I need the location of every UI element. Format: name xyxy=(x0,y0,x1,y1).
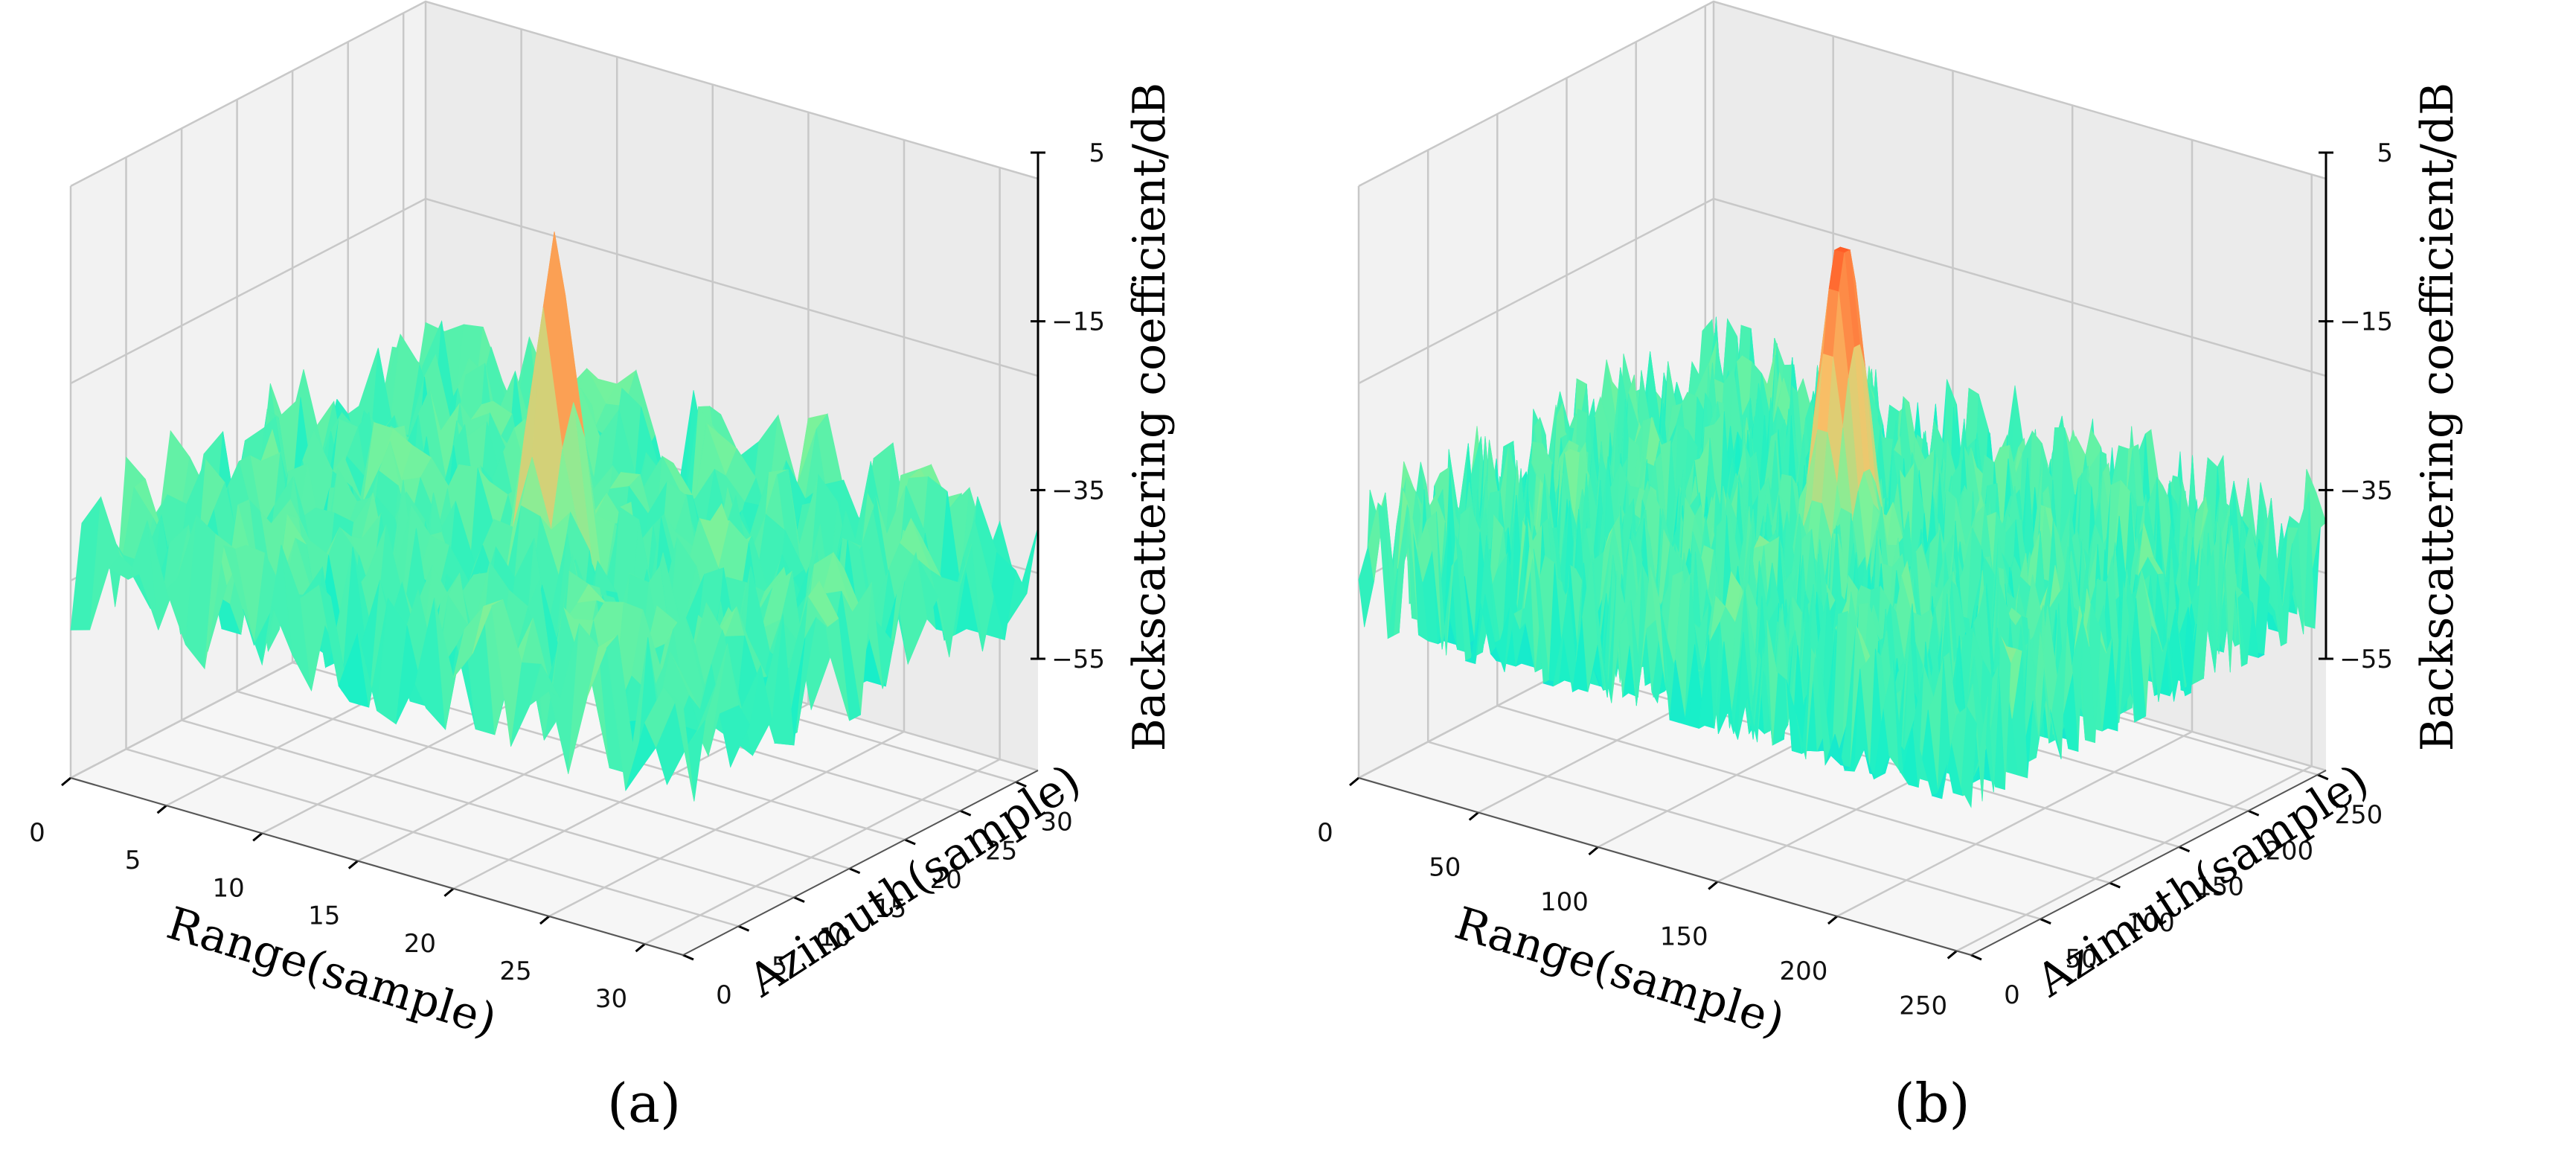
x-tick xyxy=(61,776,71,787)
x-tick-label: 10 xyxy=(213,873,245,903)
y-tick xyxy=(793,896,805,903)
z-tick-label: −15 xyxy=(1051,307,1105,337)
x-tick-label: 25 xyxy=(499,957,531,986)
x-axis-line xyxy=(70,777,684,956)
x-tick-label: 15 xyxy=(308,901,340,931)
y-tick xyxy=(737,925,750,932)
grid-line-z xyxy=(1358,197,2327,385)
chart-panel-a: 5 −15 −35 −55 0 5 10 15 20 25 30 0 5 10 15 20 25 30 Ran… xyxy=(29,0,1176,1134)
y-tick-label: 0 xyxy=(716,980,732,1010)
x-tick xyxy=(443,887,455,897)
y-tick-label: 25 xyxy=(985,836,1017,866)
x-tick-label: 5 xyxy=(125,846,141,875)
surface-facet xyxy=(663,686,695,802)
y-tick-label: 30 xyxy=(1041,808,1073,837)
x-tick xyxy=(539,915,550,925)
chart-panel-b: 5 −15 −35 −55 0 50 100 150 200 250 0 50 100 150 200 2… xyxy=(1288,0,2576,1159)
x-tick xyxy=(635,942,646,953)
panel-caption: (a) xyxy=(606,1072,682,1134)
y-tick-label: 15 xyxy=(874,894,906,924)
y-axis-line xyxy=(682,770,1039,956)
x-tick-label: 0 xyxy=(29,818,45,848)
y-tick-label: 5 xyxy=(772,951,788,981)
z-tick-label: −35 xyxy=(1051,476,1105,505)
x-tick xyxy=(252,832,263,842)
z-tick-label: −55 xyxy=(1051,645,1105,674)
z-tick-label: 5 xyxy=(1089,138,1105,168)
grid-line-z xyxy=(70,197,1039,385)
x-tick xyxy=(156,805,167,814)
y-tick xyxy=(904,838,916,846)
grid-line-z xyxy=(1358,0,2327,188)
y-tick-label: 10 xyxy=(818,923,850,953)
z-axis-label: Backscattering coefficient/dB xyxy=(1124,83,1176,752)
x-tick xyxy=(347,860,359,869)
y-tick xyxy=(682,954,694,961)
y-tick xyxy=(849,867,861,875)
x-tick-label: 20 xyxy=(404,929,436,959)
y-tick-label: 20 xyxy=(929,865,961,895)
y-tick xyxy=(960,809,972,817)
x-tick-label: 30 xyxy=(595,984,627,1014)
grid-line-z xyxy=(70,0,1039,188)
y-tick xyxy=(1015,781,1027,788)
